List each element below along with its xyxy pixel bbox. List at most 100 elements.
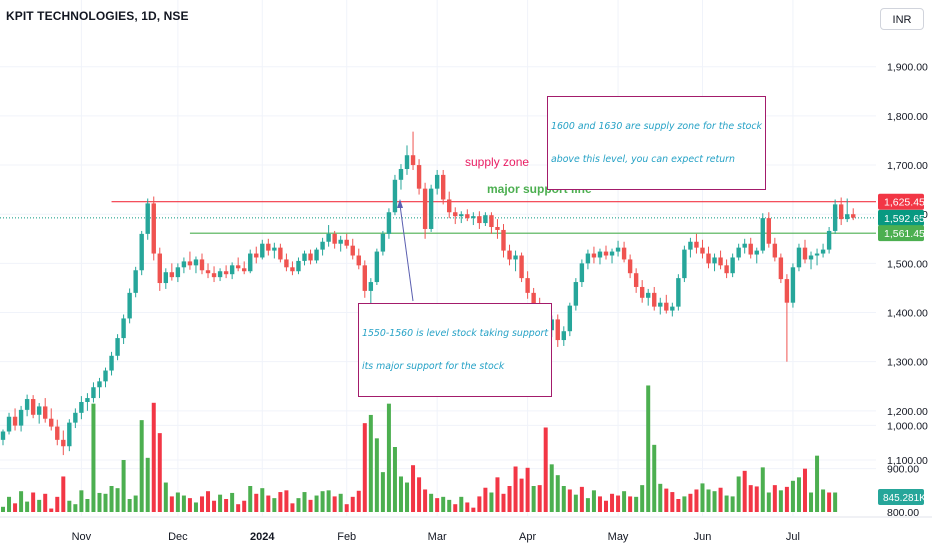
price-marker-label: 1,592.65 (884, 213, 925, 225)
volume-bar (290, 503, 295, 512)
volume-bar (320, 491, 325, 512)
volume-bar (19, 491, 24, 512)
volume-bar (447, 499, 452, 512)
volume-bar (766, 492, 771, 512)
candle-body (392, 179, 398, 213)
volume-bar (31, 492, 36, 512)
volume-bar (501, 493, 506, 512)
candle-body (139, 233, 144, 271)
volume-bar (507, 486, 512, 512)
candle-body (67, 422, 72, 447)
volume-bar (778, 490, 783, 512)
candle-body (61, 439, 66, 447)
candle-body (115, 338, 120, 356)
candle-body (609, 251, 615, 256)
volume-bar (802, 468, 807, 512)
candle-body (453, 212, 458, 217)
volume-bar (139, 420, 144, 512)
volume-bar (821, 489, 826, 512)
candle-body (163, 272, 169, 284)
volume-bar (815, 455, 820, 512)
volume-bar (640, 485, 645, 512)
volume-bar (688, 493, 693, 512)
time-tick-label: Jul (786, 531, 800, 543)
candle-body (278, 247, 283, 260)
supply-zone-note: 1600 and 1630 are supply zone for the st… (547, 96, 766, 190)
volume-bar (658, 483, 663, 512)
volume-bar (724, 495, 729, 512)
candle-body (447, 199, 452, 213)
candle-body (175, 267, 181, 278)
volume-bar (579, 486, 584, 512)
level-lines (0, 201, 876, 234)
candle-body (398, 168, 404, 180)
candle-body (802, 247, 808, 260)
volume-bar (133, 495, 138, 512)
volume-bar (218, 494, 223, 512)
candle-body (211, 273, 217, 278)
candle-body (778, 257, 784, 280)
candle-body (223, 271, 229, 275)
volume-bar (206, 491, 211, 512)
candle-body (272, 247, 277, 251)
candle-body (181, 261, 187, 268)
volume-bar (67, 500, 72, 512)
volume-bar (344, 504, 349, 512)
currency-button[interactable]: INR (880, 8, 924, 30)
volume-bar (73, 504, 78, 512)
candle-body (30, 399, 36, 415)
price-marker-label: 1,625.45 (884, 197, 925, 209)
candle-body (296, 260, 301, 272)
volume-bar (549, 464, 554, 512)
volume-bar (386, 403, 391, 512)
candle-body (151, 203, 156, 254)
volume-bar (471, 507, 476, 512)
candle-body (513, 255, 518, 260)
supply-zone-label: supply zone (465, 155, 529, 169)
volume-bar (145, 457, 150, 512)
candle-body (229, 265, 235, 275)
candle-body (338, 239, 343, 244)
candle-body (826, 230, 832, 250)
volume-bar (374, 438, 379, 512)
candle-body (440, 174, 446, 200)
volume-bar (43, 493, 48, 512)
volume-bar (610, 493, 615, 512)
volume-bar (392, 447, 397, 512)
volume-bar (700, 483, 705, 512)
volume-bar (199, 496, 204, 512)
candle-body (91, 387, 96, 399)
volume-bar (652, 444, 657, 512)
candle-body (24, 399, 30, 410)
candle-body (471, 216, 476, 219)
candle-body (754, 250, 759, 255)
candle-body (724, 265, 729, 274)
volume-bar (109, 486, 114, 512)
volume-bar (212, 500, 217, 512)
candle-body (284, 259, 289, 268)
volume-bar (163, 482, 168, 512)
volume-bar (670, 492, 675, 512)
volume-bar (730, 496, 735, 512)
candle-body (555, 319, 560, 341)
candle-body (55, 426, 60, 440)
candle-body (597, 251, 603, 258)
time-tick-label: May (608, 531, 629, 543)
time-tick-label: Nov (72, 531, 92, 543)
volume-bar (13, 503, 18, 512)
volume-bar (676, 499, 681, 512)
candle-body (18, 409, 24, 426)
volume-bar (754, 486, 759, 512)
supply-note-line-2: above this level, you can expect return (551, 154, 735, 165)
volume-bar (790, 480, 795, 512)
candle-body (242, 268, 247, 272)
candle-body (326, 233, 331, 242)
candle-body (760, 218, 765, 251)
candle-body (784, 279, 790, 303)
candle-body (12, 416, 18, 426)
volume-bars (1, 385, 838, 512)
candle-body (109, 355, 114, 371)
volume-bar (260, 488, 265, 512)
candle-body (742, 243, 747, 248)
